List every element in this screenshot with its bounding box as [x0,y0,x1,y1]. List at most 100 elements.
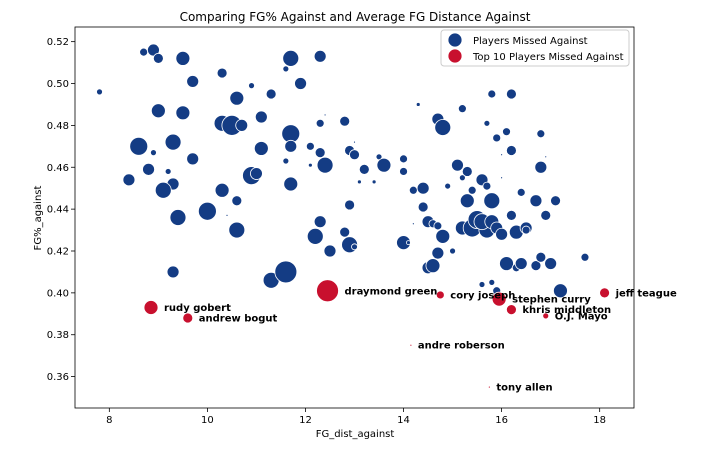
data-point [358,163,370,175]
data-point [435,228,451,244]
data-point [487,89,497,99]
data-point [482,181,492,191]
data-point [357,179,362,185]
point-annotation: draymond green [345,286,438,297]
highlight-point [506,304,517,316]
data-point [231,195,243,207]
data-point [461,166,473,177]
data-point [150,103,166,119]
data-point [283,176,299,192]
data-point [96,88,103,96]
point-annotation: rudy gobert [164,303,231,314]
chart-title: Comparing FG% Against and Average FG Dis… [180,10,531,24]
data-point [553,283,568,299]
data-point [406,240,411,246]
x-tick-label: 10 [201,415,214,426]
data-point [274,260,298,284]
point-annotation: O.J. Mayo [555,311,608,322]
y-tick-label: 0.40 [47,288,69,299]
data-point [253,141,269,156]
point-annotation: andrew bogut [199,313,278,324]
data-point [147,43,160,57]
data-point [282,65,290,73]
legend-box [440,29,630,67]
x-tick-label: 16 [495,415,508,426]
y-axis-ticks: 0.36 0.38 0.40 0.42 0.44 0.46 0.48 0.50 0.52 [47,37,75,383]
data-point [550,195,561,207]
data-point [166,265,180,279]
highlight-point [599,287,610,299]
data-point [500,153,504,157]
data-point [416,181,430,195]
data-point [351,243,358,251]
data-point [175,105,191,121]
plot-frame [74,26,635,409]
data-point [415,102,421,107]
data-point [225,214,229,217]
data-point [313,49,327,63]
data-point [265,88,277,100]
legend: Players Missed Against Top 10 Players Mi… [440,29,630,67]
data-point [235,118,249,132]
data-point [449,247,456,255]
data-point [580,252,590,262]
data-point [315,118,325,128]
data-point [417,201,429,213]
highlight-point [435,290,445,300]
data-point [467,185,477,195]
data-point [399,154,408,164]
data-point [399,167,408,176]
data-point [534,160,548,174]
data-point [154,181,172,199]
data-point [500,176,504,180]
data-point [282,50,300,67]
data-point [314,147,326,159]
data-point [164,133,182,151]
x-tick-label: 8 [106,415,112,426]
data-point [323,244,337,258]
y-tick-label: 0.50 [47,79,69,90]
x-tick-label: 14 [397,415,410,426]
data-point [186,75,200,88]
data-point [506,210,517,221]
y-tick-label: 0.42 [47,246,69,257]
data-point [169,209,187,226]
data-point [535,251,547,263]
highlight-point [487,385,491,389]
point-annotation: jeff teague [615,288,677,299]
highlight-point [409,343,413,347]
data-point [216,67,228,79]
y-tick-label: 0.52 [47,37,69,48]
data-point [411,222,415,226]
data-point [282,157,290,165]
y-tick-label: 0.36 [47,372,69,383]
data-point [284,139,298,153]
data-point [451,158,464,172]
data-point [229,90,245,106]
y-tick-label: 0.48 [47,121,69,132]
data-point [434,119,452,136]
data-point [540,210,552,221]
data-point [478,281,486,288]
data-point [431,246,445,260]
highlight-point [316,279,339,303]
data-point [506,88,517,100]
data-point [458,174,466,182]
data-point [344,199,355,211]
data-point [483,192,501,210]
point-annotation: cory joseph [450,290,515,301]
data-point [488,278,496,286]
y-tick-label: 0.46 [47,163,69,174]
x-axis-ticks: 8 10 12 14 16 18 [106,408,606,426]
data-point [139,47,149,57]
data-point [425,258,441,274]
data-point [353,140,356,144]
data-point [129,136,149,156]
data-point [492,133,502,143]
legend-missed-symbol [447,32,463,48]
data-point [228,221,246,239]
data-point [529,194,543,208]
point-annotation: khris middleton [522,305,611,316]
data-point [444,182,452,190]
